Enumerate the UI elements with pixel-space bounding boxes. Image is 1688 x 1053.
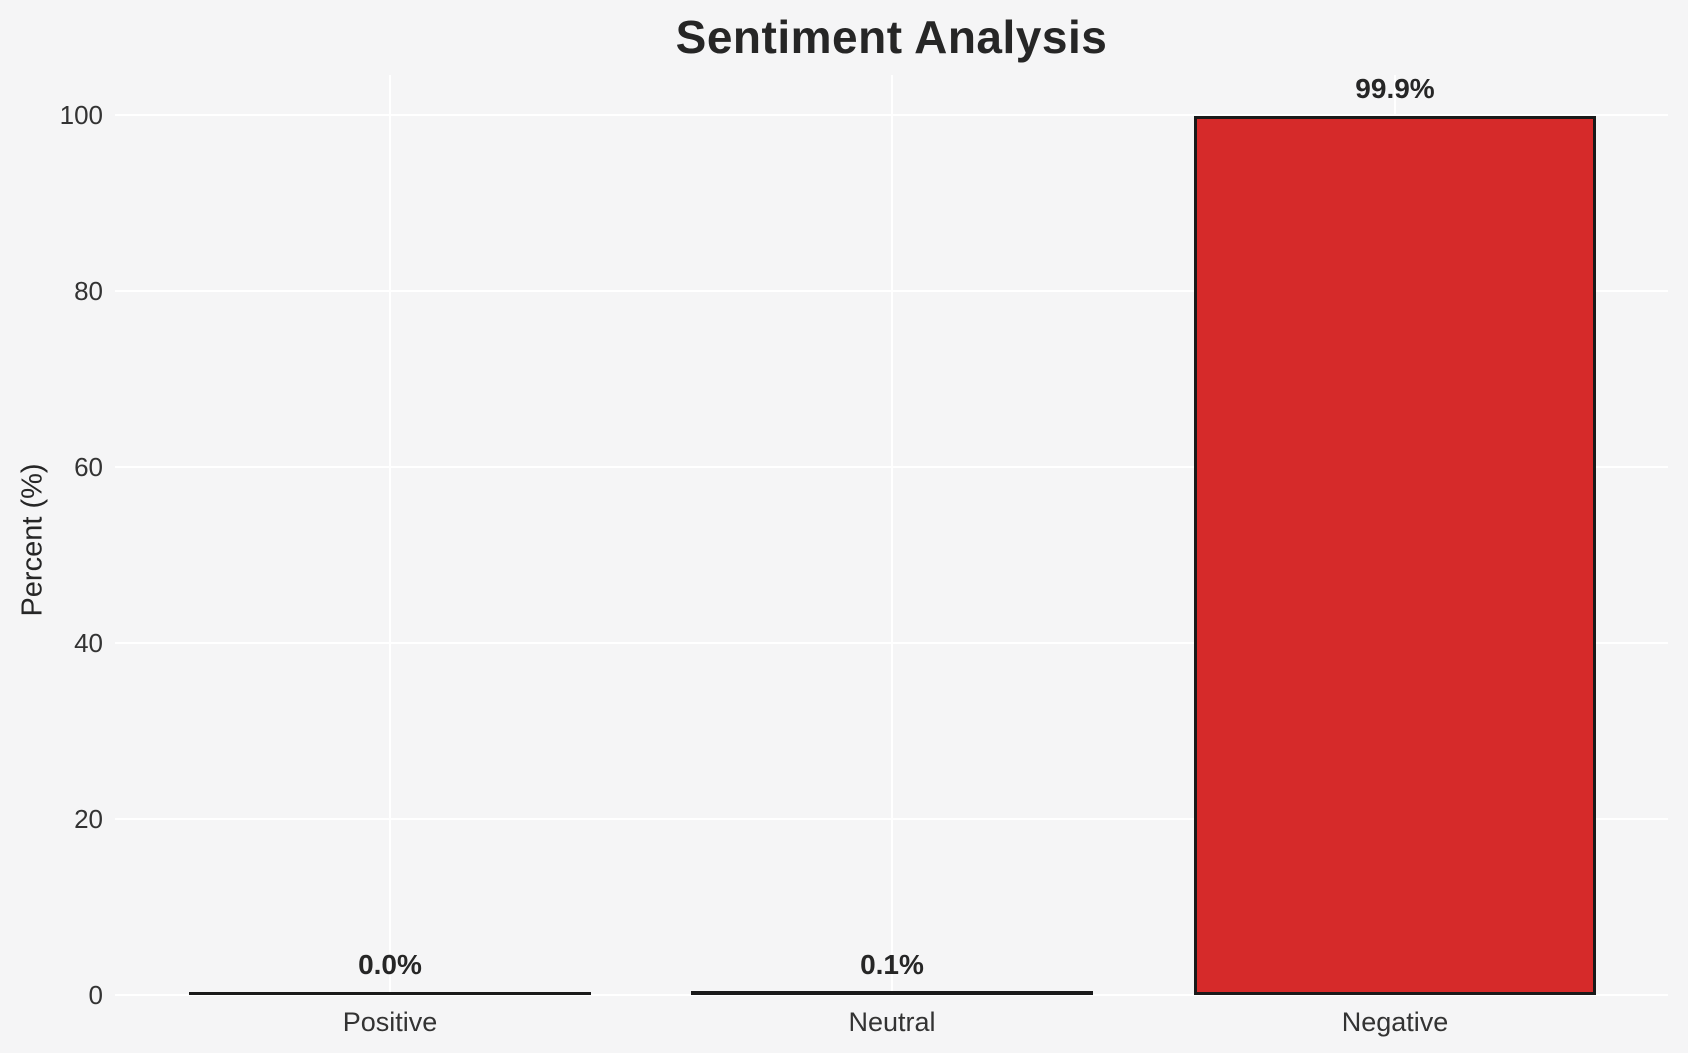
y-tick-label-60: 60 [74,452,103,482]
y-tick-label-20: 20 [74,804,103,834]
y-tick-label-40: 40 [74,628,103,658]
bar-neutral [691,991,1093,995]
x-tick-label-neutral: Neutral [848,1007,936,1037]
gridline-vertical-positive [389,75,391,995]
bar-value-label-neutral: 0.1% [860,949,924,980]
bar-positive [189,992,591,995]
y-tick-label-100: 100 [59,100,103,130]
bar-negative [1194,116,1596,995]
y-axis-label: Percent (%) [16,463,49,617]
bar-value-label-positive: 0.0% [358,949,422,980]
chart-title: Sentiment Analysis [675,11,1108,63]
x-tick-label-negative: Negative [1341,1007,1449,1037]
y-tick-label-0: 0 [88,980,103,1010]
gridline-vertical-neutral [891,75,893,995]
plot-area: 0.0% 0.1% 99.9% [115,72,1668,996]
gridline-horizontal-0 [115,994,1668,996]
x-tick-label-positive: Positive [342,1007,438,1037]
bar-value-label-negative: 99.9% [1355,72,1435,104]
y-tick-label-80: 80 [74,276,103,306]
